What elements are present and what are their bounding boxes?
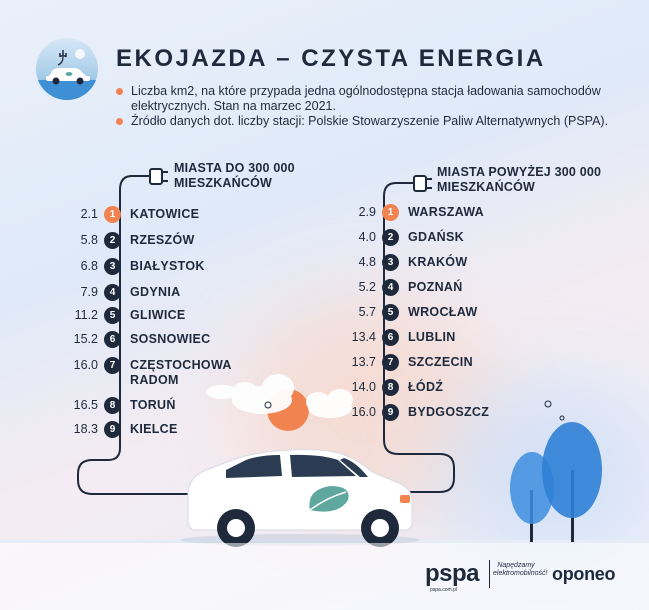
oponeo-logo: oponeo [552, 564, 616, 584]
city-name: RZESZÓW [130, 233, 195, 247]
city-name: KATOWICE [130, 207, 200, 221]
rank-badge: 7 [104, 357, 121, 374]
ranking-value: 16.5 [73, 398, 98, 412]
city-name: GDYNIA [130, 285, 181, 299]
bullet-dot-icon [116, 88, 123, 95]
rank-badge: 9 [382, 404, 399, 421]
rank-badge: 2 [382, 229, 399, 246]
ranking-value: 5.7 [358, 305, 376, 319]
tree-icon [542, 422, 602, 542]
ranking-value: 2.1 [80, 207, 98, 221]
rank-badge: 5 [104, 307, 121, 324]
city-name: ŁÓDŹ [408, 380, 444, 394]
rank-badge: 3 [104, 258, 121, 275]
city-name: CZĘSTOCHOWA RADOM [130, 358, 232, 388]
footer-band [0, 543, 649, 610]
city-name: KRAKÓW [408, 255, 468, 269]
city-name: KIELCE [130, 422, 178, 436]
ranking-value: 13.4 [351, 330, 376, 344]
left-column-title: MIASTA DO 300 000 MIESZKAŃCÓW [174, 161, 295, 191]
ranking-value: 16.0 [73, 358, 98, 372]
city-name: WROCŁAW [408, 305, 478, 319]
city-name: BIAŁYSTOK [130, 259, 205, 273]
ranking-value: 11.2 [74, 308, 98, 322]
right-column-title-line1: MIASTA POWYŻEJ 300 000 [437, 165, 602, 179]
small-circle-icon [264, 401, 272, 409]
note-text: Liczba km2, na które przypada jedna ogól… [131, 84, 601, 113]
rank-badge: 2 [104, 232, 121, 249]
small-circle-icon [544, 400, 552, 408]
ranking-value: 15.2 [73, 332, 98, 346]
rank-badge: 8 [382, 379, 399, 396]
cable-line-left [77, 175, 198, 495]
electric-car-icon [180, 449, 420, 547]
cable-line-right [383, 182, 455, 493]
ranking-value: 6.8 [80, 259, 98, 273]
ranking-value: 16.0 [351, 405, 376, 419]
ranking-value: 13.7 [351, 355, 376, 369]
ranking-value: 7.9 [80, 285, 98, 299]
rank-badge: 4 [104, 284, 121, 301]
city-name: LUBLIN [408, 330, 456, 344]
rank-badge: 5 [382, 304, 399, 321]
left-column-title-line2: MIESZKAŃCÓW [174, 176, 273, 190]
city-name-line2: RADOM [130, 373, 179, 387]
rank-badge: 8 [104, 397, 121, 414]
left-column-title-line1: MIASTA DO 300 000 [174, 161, 295, 175]
ranking-value: 2.9 [358, 205, 376, 219]
city-name: BYDGOSZCZ [408, 405, 490, 419]
ranking-value: 4.0 [358, 230, 376, 244]
city-name: GDAŃSK [408, 230, 464, 244]
note-item: Źródło danych dot. liczby stacji: Polski… [116, 114, 616, 129]
rank-badge: 7 [382, 354, 399, 371]
note-text: Źródło danych dot. liczby stacji: Polski… [131, 114, 609, 128]
ranking-value: 5.8 [80, 233, 98, 247]
city-name: TORUŃ [130, 398, 176, 412]
right-column-title-line2: MIESZKAŃCÓW [437, 180, 536, 194]
ranking-value: 14.0 [351, 380, 376, 394]
small-circle-icon [559, 415, 565, 421]
rank-badge: 4 [382, 279, 399, 296]
plug-icon [413, 175, 432, 192]
ev-car-icon [36, 38, 98, 100]
rank-badge: 3 [382, 254, 399, 271]
rank-badge: 9 [104, 421, 121, 438]
logo-divider [489, 560, 490, 588]
plug-icon [149, 168, 168, 185]
rank-badge: 6 [382, 329, 399, 346]
bullet-dot-icon [116, 118, 123, 125]
city-name: GLIWICE [130, 308, 186, 322]
pspa-logo: pspa [425, 560, 480, 587]
ranking-value: 5.2 [358, 280, 376, 294]
city-name: SZCZECIN [408, 355, 473, 369]
city-name-line1: CZĘSTOCHOWA [130, 358, 232, 372]
city-name: SOSNOWIEC [130, 332, 211, 346]
cloud-icon [306, 389, 353, 418]
rank-badge: 1 [382, 204, 399, 221]
ranking-value: 18.3 [73, 422, 98, 436]
pspa-url: pspa.com.pl [430, 587, 457, 593]
ranking-value: 4.8 [358, 255, 376, 269]
rank-badge: 6 [104, 331, 121, 348]
pspa-slogan: Napędzamy elektromobilność! [493, 562, 548, 577]
city-name: POZNAŃ [408, 280, 463, 294]
city-name: WARSZAWA [408, 205, 485, 219]
rank-badge: 1 [104, 206, 121, 223]
notes-list: Liczba km2, na które przypada jedna ogól… [116, 84, 616, 130]
page-title: EKOJAZDA – CZYSTA ENERGIA [116, 45, 546, 72]
right-column-title: MIASTA POWYŻEJ 300 000 MIESZKAŃCÓW [437, 165, 601, 195]
cloud-icon [206, 385, 238, 399]
cloud-icon [231, 374, 294, 414]
note-item: Liczba km2, na które przypada jedna ogól… [116, 84, 616, 113]
